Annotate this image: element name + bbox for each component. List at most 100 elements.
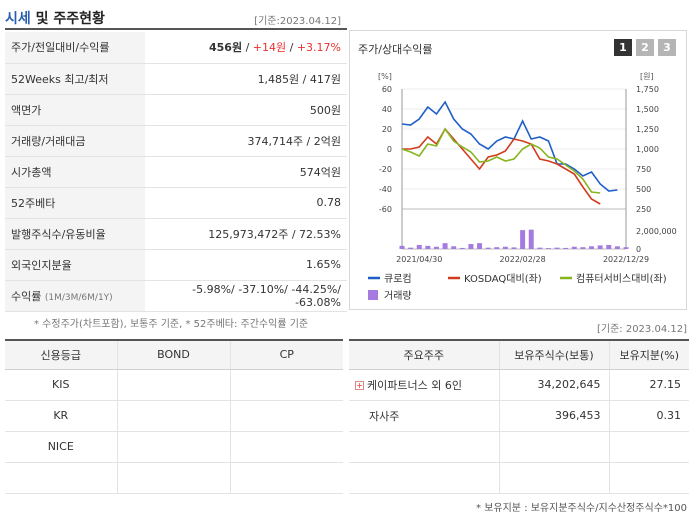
volume-bar xyxy=(408,247,414,249)
footnote-bottom: * 보유지분 : 보유지분주식수/지수산정주식수*100 xyxy=(476,503,687,514)
left-tick-label: 0 xyxy=(387,145,392,154)
chart-panel: 주가/상대수익률 1 2 3 [%] [원] 60 40 20 0 -20 -40 -60 1,7… xyxy=(349,30,687,310)
volume-bar xyxy=(520,230,526,249)
table-cell xyxy=(5,462,118,494)
shares-cell: 34,202,645 xyxy=(499,369,610,401)
legend-swatch xyxy=(368,290,378,300)
returns-value: -5.98%/ -37.10%/ -44.25%/ -63.08% xyxy=(145,280,347,312)
info-label: 수익률 (1M/3M/6M/1Y) xyxy=(5,280,145,312)
table-cell: KIS xyxy=(5,369,118,401)
volume-bar xyxy=(399,245,405,249)
legend-label: 거래량 xyxy=(384,290,412,302)
pct-cell xyxy=(609,462,689,494)
right-tick-label: 1,250 xyxy=(636,125,659,134)
base-date-right: [기준: 2023.04.12] xyxy=(596,324,687,335)
table-cell xyxy=(230,400,343,432)
chart-tabs: 1 2 3 xyxy=(614,39,676,56)
left-tick-label: 60 xyxy=(382,85,392,94)
table-row xyxy=(349,462,689,494)
volume-bar xyxy=(606,244,612,249)
table-header-row: 신용등급 BOND CP xyxy=(5,340,343,370)
table-cell xyxy=(117,369,231,401)
chart-tab-3[interactable]: 3 xyxy=(658,39,676,56)
table-row xyxy=(5,462,343,494)
volume-bar xyxy=(537,247,543,249)
volume-bar xyxy=(563,247,569,249)
info-row: 52Weeks 최고/최저 1,485원 / 417원 xyxy=(5,63,347,95)
price-chart: [%] [원] 60 40 20 0 -20 -40 -60 1,750 1,500 1,250 1,0… xyxy=(368,72,677,302)
right-tick-label: 500 xyxy=(636,185,651,194)
info-row: 거래량/거래대금 374,714주 / 2억원 xyxy=(5,125,347,157)
left-tick-label: 40 xyxy=(382,105,392,114)
info-label: 시가총액 xyxy=(5,156,145,188)
base-date-label: [기준:2023.04.12] xyxy=(254,16,341,27)
shareholder-name-cell: 자사주 xyxy=(349,400,500,432)
table-cell: NICE xyxy=(5,431,118,463)
x-tick-label: 2022/12/29 xyxy=(603,255,649,264)
volume-bar xyxy=(477,243,483,249)
legend-label: 컴퓨터서비스대비(좌) xyxy=(576,273,667,285)
right-tick-label: 1,750 xyxy=(636,85,659,94)
expand-plus-icon[interactable]: + xyxy=(355,381,364,390)
x-tick-label: 2022/02/28 xyxy=(500,255,546,264)
volume-bar xyxy=(468,244,474,249)
table-row xyxy=(349,431,689,463)
volume-bar xyxy=(614,246,620,249)
footnote-left: * 수정주가(차트포함), 보통주 기준, * 52주베타: 주간수익률 기준 xyxy=(34,319,309,330)
price-info-table: 주가/전일대비/수익률 456원 / +14원 / +3.17% 52Weeks… xyxy=(5,32,347,312)
right-tick-label: 1,500 xyxy=(636,105,659,114)
volume-bar xyxy=(442,243,448,249)
right-tick-label: 1,000 xyxy=(636,145,659,154)
volume-bar xyxy=(451,246,457,249)
volume-bar xyxy=(502,246,508,249)
info-value: 574억원 xyxy=(145,156,347,188)
volume-bar xyxy=(433,246,439,249)
series-line xyxy=(401,127,601,194)
left-tick-label: -40 xyxy=(379,185,392,194)
info-label: 액면가 xyxy=(5,94,145,126)
info-row: 시가총액 574억원 xyxy=(5,156,347,188)
table-header-row: 주요주주 보유주식수(보통) 보유지분(%) xyxy=(349,340,689,370)
volume-bar xyxy=(597,245,603,249)
series-line xyxy=(402,127,601,205)
column-header: 주요주주 xyxy=(349,340,500,370)
shares-cell: 396,453 xyxy=(499,400,610,432)
volume-bar xyxy=(425,245,431,249)
pct-cell xyxy=(609,431,689,463)
table-cell: KR xyxy=(5,400,118,432)
legend-label: 큐로컴 xyxy=(384,273,412,285)
volume-bar xyxy=(580,247,586,249)
table-cell xyxy=(117,462,231,494)
info-label: 52Weeks 최고/최저 xyxy=(5,63,145,95)
table-row: NICE xyxy=(5,431,343,463)
volume-bar xyxy=(589,246,595,249)
info-label: 거래량/거래대금 xyxy=(5,125,145,157)
volume-bar xyxy=(485,247,491,249)
table-cell xyxy=(230,369,343,401)
info-row: 수익률 (1M/3M/6M/1Y) -5.98%/ -37.10%/ -44.2… xyxy=(5,280,347,312)
left-axis-unit: [%] xyxy=(378,72,392,81)
pct-cell: 27.15 xyxy=(609,369,689,401)
volume-bar xyxy=(545,248,551,249)
shareholder-name-cell xyxy=(349,462,500,494)
column-header: 신용등급 xyxy=(5,340,118,370)
volume-bar xyxy=(571,246,577,249)
volume-tick-label: 2,000,000 xyxy=(636,227,677,236)
chart-tab-2[interactable]: 2 xyxy=(636,39,654,56)
info-label: 52주베타 xyxy=(5,187,145,219)
info-value: 374,714주 / 2억원 xyxy=(145,125,347,157)
shares-cell xyxy=(499,431,610,463)
chart-tab-1[interactable]: 1 xyxy=(614,39,632,56)
table-cell xyxy=(230,431,343,463)
column-header: 보유지분(%) xyxy=(609,340,689,370)
info-value: 1,485원 / 417원 xyxy=(145,63,347,95)
info-value: 0.78 xyxy=(145,187,347,219)
left-tick-label: -20 xyxy=(379,165,392,174)
chart-panel-title: 주가/상대수익률 xyxy=(358,43,433,56)
credit-rating-table: 신용등급 BOND CP KIS KR NICE xyxy=(5,339,343,494)
table-row: 자사주 396,453 0.31 xyxy=(349,400,689,432)
table-row: KIS xyxy=(5,369,343,401)
info-row: 발행주식수/유동비율 125,973,472주 / 72.53% xyxy=(5,218,347,250)
info-value: 500원 xyxy=(145,94,347,126)
volume-bar xyxy=(511,247,517,249)
